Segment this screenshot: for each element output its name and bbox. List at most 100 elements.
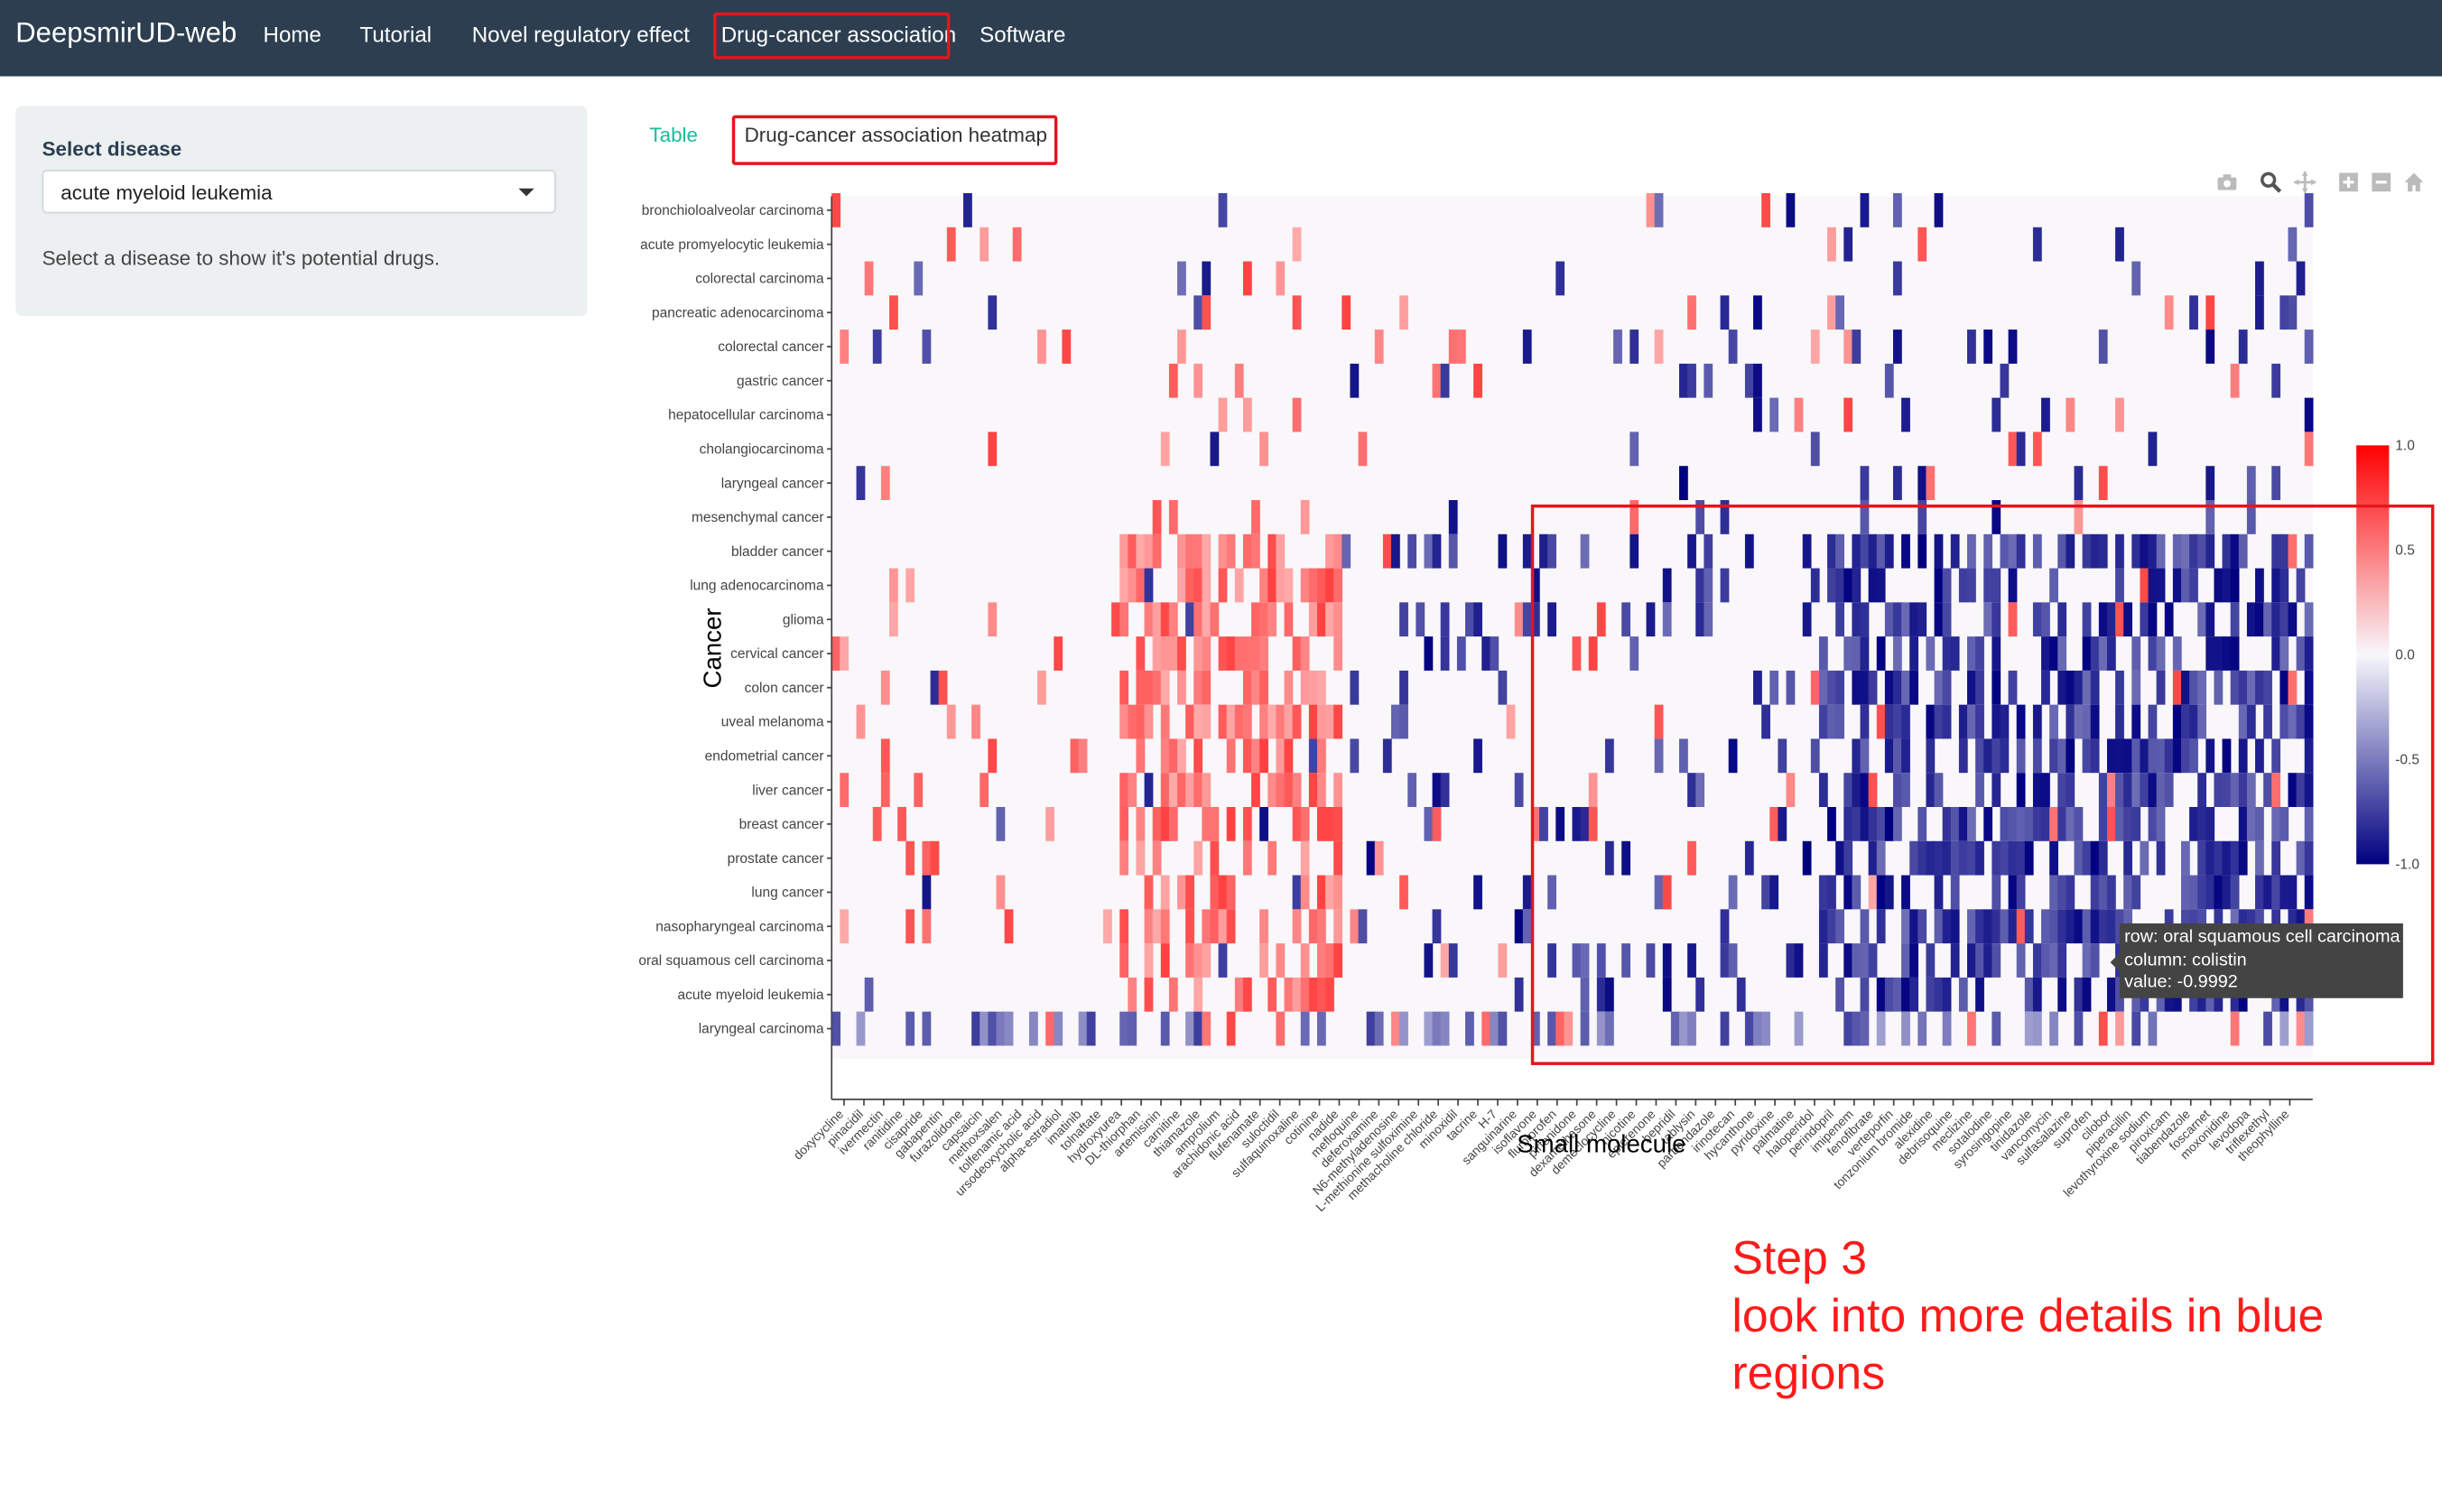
heatmap-cell[interactable] <box>1202 806 1212 841</box>
heatmap-cell[interactable] <box>2222 568 2232 603</box>
heatmap-cell[interactable] <box>1251 602 1260 637</box>
heatmap-cell[interactable] <box>2271 636 2281 671</box>
heatmap-cell[interactable] <box>1670 1011 1680 1046</box>
heatmap-cell[interactable] <box>1300 499 1310 534</box>
heatmap-cell[interactable] <box>1160 875 1170 910</box>
heatmap-cell[interactable] <box>971 704 980 739</box>
heatmap-cell[interactable] <box>1424 636 1434 671</box>
heatmap-cell[interactable] <box>1876 977 1886 1012</box>
heatmap-cell[interactable] <box>1547 875 1556 910</box>
heatmap-cell[interactable] <box>1242 636 1252 671</box>
zoom-in-icon[interactable] <box>2337 172 2359 193</box>
heatmap-cell[interactable] <box>1177 773 1186 807</box>
heatmap-cell[interactable] <box>1950 636 1960 671</box>
heatmap-cell[interactable] <box>1218 397 1228 432</box>
heatmap-cell[interactable] <box>1917 806 1927 841</box>
heatmap-cell[interactable] <box>1860 636 1870 671</box>
heatmap-cell[interactable] <box>2049 840 2058 876</box>
heatmap-cell[interactable] <box>1432 533 1442 569</box>
heatmap-cell[interactable] <box>1514 977 1524 1012</box>
heatmap-cell[interactable] <box>988 295 998 330</box>
heatmap-cell[interactable] <box>1992 670 2001 705</box>
heatmap-cell[interactable] <box>2296 773 2306 807</box>
heatmap-cell[interactable] <box>1802 840 1812 876</box>
heatmap-cell[interactable] <box>1168 499 1178 534</box>
heatmap-cell[interactable] <box>1901 1011 1910 1046</box>
heatmap-cell[interactable] <box>1744 363 1754 398</box>
zoom-icon[interactable] <box>2260 172 2282 193</box>
heatmap-cell[interactable] <box>1144 909 1154 944</box>
heatmap-cell[interactable] <box>2205 533 2215 569</box>
chevron-down-icon[interactable] <box>518 188 534 197</box>
heatmap-cell[interactable] <box>1234 363 1244 398</box>
heatmap-cell[interactable] <box>2066 875 2075 910</box>
heatmap-cell[interactable] <box>1967 568 1976 603</box>
heatmap-cell[interactable] <box>1128 704 1137 739</box>
heatmap-cell[interactable] <box>1695 602 1705 637</box>
heatmap-cell[interactable] <box>2049 943 2058 978</box>
heatmap-cell[interactable] <box>1202 602 1212 637</box>
heatmap-cell[interactable] <box>2066 670 2075 705</box>
heatmap-cell[interactable] <box>1810 431 1820 467</box>
heatmap-cell[interactable] <box>2131 773 2141 807</box>
heatmap-cell[interactable] <box>1514 602 1524 637</box>
heatmap-cell[interactable] <box>1119 602 1129 637</box>
heatmap-cell[interactable] <box>2197 840 2207 876</box>
heatmap-cell[interactable] <box>1119 909 1129 944</box>
heatmap-cell[interactable] <box>1325 943 1334 978</box>
heatmap-cell[interactable] <box>1440 602 1450 637</box>
heatmap-cell[interactable] <box>1975 840 1984 876</box>
heatmap-cell[interactable] <box>2106 977 2116 1012</box>
heatmap-cell[interactable] <box>1316 738 1326 774</box>
heatmap-cell[interactable] <box>2280 568 2289 603</box>
heatmap-cell[interactable] <box>1761 704 1770 739</box>
heatmap-cell[interactable] <box>1983 738 1993 774</box>
heatmap-cell[interactable] <box>1580 977 1590 1012</box>
heatmap-cell[interactable] <box>2271 738 2281 774</box>
heatmap-cell[interactable] <box>2304 192 2314 227</box>
heatmap-cell[interactable] <box>2304 636 2314 671</box>
heatmap-cell[interactable] <box>2106 875 2116 910</box>
heatmap-cell[interactable] <box>1596 977 1606 1012</box>
heatmap-cell[interactable] <box>2057 533 2067 569</box>
heatmap-cell[interactable] <box>2230 773 2240 807</box>
heatmap-cell[interactable] <box>2090 840 2100 876</box>
heatmap-cell[interactable] <box>1037 329 1046 364</box>
heatmap-cell[interactable] <box>1942 977 1952 1012</box>
heatmap-cell[interactable] <box>1292 295 1302 330</box>
heatmap-cell[interactable] <box>1448 943 1458 978</box>
heatmap-cell[interactable] <box>1835 568 1844 603</box>
heatmap-cell[interactable] <box>831 636 841 671</box>
heatmap-cell[interactable] <box>872 329 882 364</box>
heatmap-cell[interactable] <box>2008 909 2018 944</box>
heatmap-cell[interactable] <box>1045 806 1054 841</box>
heatmap-cell[interactable] <box>2057 670 2067 705</box>
heatmap-cell[interactable] <box>2098 466 2108 500</box>
heatmap-cell[interactable] <box>856 466 866 500</box>
heatmap-cell[interactable] <box>2057 909 2067 944</box>
heatmap-cell[interactable] <box>1242 840 1252 876</box>
heatmap-cell[interactable] <box>1465 1011 1474 1046</box>
heatmap-cell[interactable] <box>1860 499 1870 534</box>
heatmap-cell[interactable] <box>2271 773 2281 807</box>
heatmap-cell[interactable] <box>1136 533 1146 569</box>
heatmap-cell[interactable] <box>1852 875 1862 910</box>
heatmap-cell[interactable] <box>1284 773 1294 807</box>
heatmap-cell[interactable] <box>1992 568 2001 603</box>
heatmap-cell[interactable] <box>2057 875 2067 910</box>
heatmap-cell[interactable] <box>1926 773 1936 807</box>
heatmap-cell[interactable] <box>1193 363 1203 398</box>
heatmap-cell[interactable] <box>1572 806 1582 841</box>
heatmap-cell[interactable] <box>1884 738 1894 774</box>
heatmap-cell[interactable] <box>2214 670 2224 705</box>
heatmap-cell[interactable] <box>1267 773 1277 807</box>
heatmap-cell[interactable] <box>1843 773 1853 807</box>
heatmap-cell[interactable] <box>2066 397 2075 432</box>
heatmap-cell[interactable] <box>2008 568 2018 603</box>
heatmap-cell[interactable] <box>1210 431 1220 467</box>
heatmap-cell[interactable] <box>2246 466 2256 500</box>
heatmap-cell[interactable] <box>1934 977 1944 1012</box>
heatmap-cell[interactable] <box>1424 1011 1434 1046</box>
heatmap-cell[interactable] <box>1868 840 1878 876</box>
heatmap-cell[interactable] <box>1424 806 1434 841</box>
